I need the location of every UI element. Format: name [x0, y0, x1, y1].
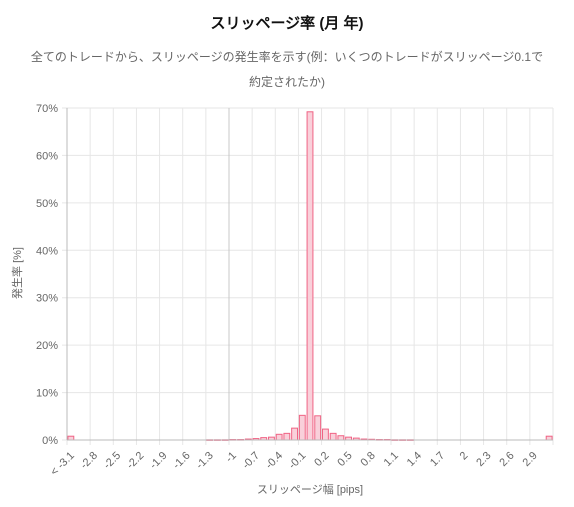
x-tick-label: -1.9 [148, 450, 170, 472]
bar-> 3.1 [545, 435, 553, 441]
y-tick-label: 30% [36, 293, 58, 305]
x-axis-title: スリッページ幅 [pips] [257, 483, 363, 496]
x-tick-label: 2 [458, 450, 471, 463]
x-tick-label: 0.2 [312, 450, 331, 469]
x-tick-label: -2.2 [125, 450, 147, 472]
x-tick-label: -0.1 [287, 450, 309, 472]
bar-0.1 [314, 415, 322, 441]
x-tick-label: -2.5 [101, 450, 123, 472]
x-tick-label: 1.7 [428, 450, 447, 469]
bar--0.3 [283, 432, 291, 441]
x-tick-label: -1.3 [194, 450, 216, 472]
y-tick-label: 50% [36, 198, 58, 210]
y-axis-title: 発生率 [%] [10, 247, 24, 299]
y-tick-label: 20% [36, 340, 58, 352]
chart-title: スリッページ率 (月 年) [210, 15, 364, 32]
x-tick-label: -1 [224, 450, 239, 465]
bar-< -3.1 [67, 435, 75, 441]
bar-0.3 [329, 432, 337, 441]
x-tick-label: 0.8 [359, 450, 378, 469]
x-tick-label: -1.6 [171, 450, 193, 472]
x-tick-label: -2.8 [78, 450, 100, 472]
bar--0.2 [291, 427, 299, 441]
x-tick-label: 2.6 [497, 450, 516, 469]
x-tick-label: 1.4 [405, 450, 424, 469]
y-tick-label: 40% [36, 245, 58, 257]
y-tick-label: 60% [36, 150, 58, 162]
x-tick-label: 0.5 [335, 450, 354, 469]
x-tick-label: -0.4 [263, 450, 285, 472]
x-tick-label: < -3.1 [48, 450, 77, 479]
x-tick-label: 2.9 [521, 450, 540, 469]
x-tick-label: 2.3 [474, 450, 493, 469]
x-tick-label: -0.7 [240, 450, 262, 472]
x-tick-label: 1.1 [382, 450, 401, 469]
y-tick-label: 70% [36, 103, 58, 115]
bar--0.4 [275, 433, 283, 441]
y-tick-label: 0% [42, 435, 58, 447]
bar-0.4 [337, 435, 345, 441]
y-tick-label: 10% [36, 388, 58, 400]
bars [67, 111, 553, 441]
bar-0.2 [321, 428, 329, 441]
chart-subtitle: 全てのトレードから、スリッページの発生率を示す(例：いくつのトレードがスリッペー… [30, 50, 544, 89]
bar-0 [306, 111, 314, 441]
bar--0.1 [298, 414, 306, 441]
